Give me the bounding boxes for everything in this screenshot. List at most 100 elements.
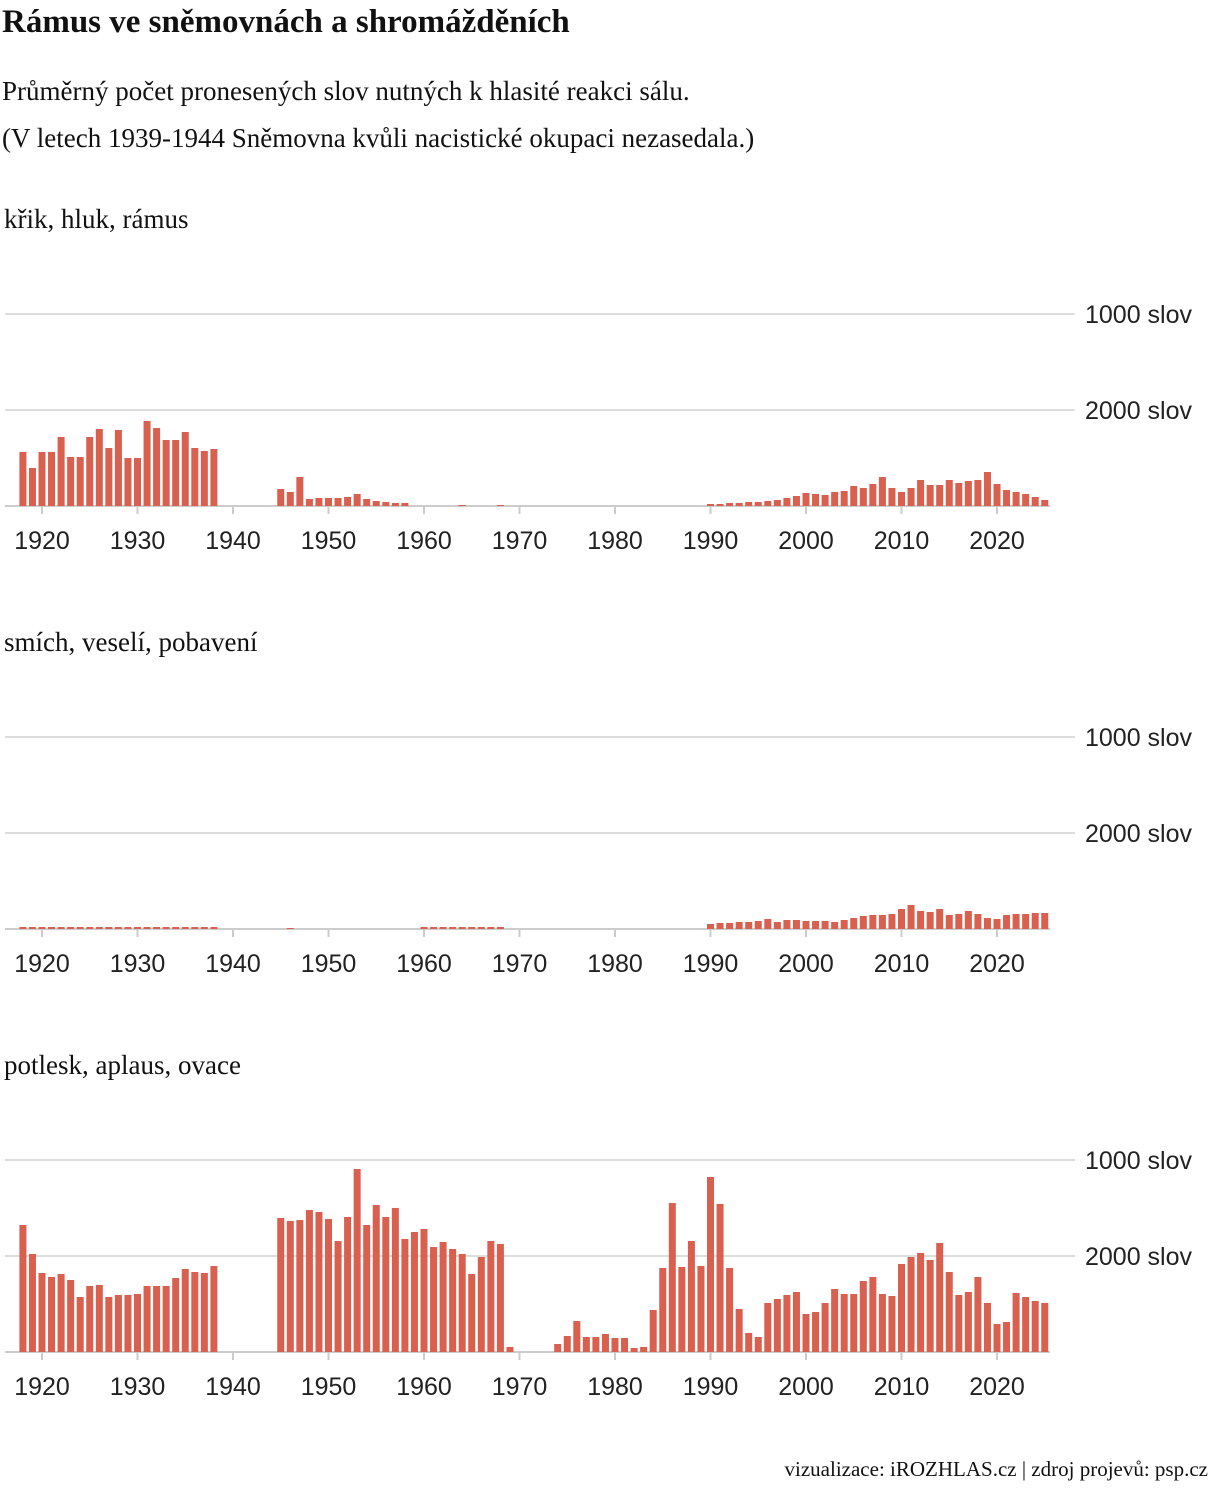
bar (19, 1225, 27, 1352)
bar (181, 1268, 189, 1352)
x-tick-label: 1950 (301, 1373, 357, 1401)
bar (391, 503, 399, 506)
bar (67, 1280, 75, 1352)
bar (496, 1244, 504, 1352)
bar (687, 1241, 695, 1352)
bar (726, 1268, 734, 1352)
panel-title: smích, veselí, pobavení (4, 627, 258, 657)
bar (420, 1229, 428, 1352)
bar (783, 498, 791, 506)
bar (477, 1256, 485, 1352)
bar (888, 488, 896, 506)
bar (649, 1309, 657, 1352)
bar (401, 1238, 409, 1352)
bar (458, 927, 466, 929)
bar (754, 921, 762, 929)
bar (344, 496, 352, 506)
bar (850, 1293, 858, 1352)
bar (19, 452, 27, 506)
bar (821, 1302, 829, 1352)
x-tick-label: 1920 (14, 1373, 70, 1401)
source: vizualizace: iROZHLAS.cz | zdroj projevů… (785, 1457, 1208, 1481)
bar (955, 1294, 963, 1352)
bar (1003, 914, 1011, 929)
bar (926, 1260, 934, 1352)
bar (506, 1347, 514, 1352)
bar (124, 458, 132, 506)
x-tick-label: 2020 (969, 1373, 1025, 1401)
bar (898, 491, 905, 506)
bar (67, 456, 75, 506)
bar (668, 1203, 676, 1352)
x-tick-label: 1990 (683, 1373, 739, 1401)
bar (735, 503, 743, 506)
bar (735, 922, 743, 929)
bar (439, 1241, 447, 1352)
x-tick-label: 1980 (587, 950, 643, 978)
bar (726, 923, 734, 929)
bar (353, 494, 361, 506)
bar (134, 927, 141, 929)
bar (773, 500, 781, 506)
bar (611, 1337, 619, 1352)
bar (974, 1277, 982, 1352)
bar (114, 927, 122, 929)
bar (334, 498, 342, 506)
bar (191, 447, 199, 506)
bar (850, 486, 858, 506)
x-tick-label: 1940 (205, 1373, 261, 1401)
bar (153, 927, 161, 929)
bar (28, 1253, 36, 1352)
bar (57, 1274, 65, 1352)
bar (325, 1219, 332, 1352)
bar (716, 504, 724, 506)
bar (783, 1294, 791, 1352)
x-tick-label: 1950 (301, 950, 357, 978)
bar (1031, 496, 1039, 506)
bar (334, 1241, 342, 1352)
bar (850, 918, 858, 929)
bar (1031, 1301, 1039, 1352)
bar (114, 429, 122, 506)
bar (831, 922, 839, 929)
bar (917, 1252, 925, 1352)
bar (754, 502, 762, 506)
bar (277, 488, 285, 506)
bar (802, 492, 810, 506)
bar (898, 909, 905, 929)
bar (468, 1274, 476, 1352)
bar (831, 1289, 839, 1352)
bar (315, 498, 323, 506)
bar (745, 922, 753, 929)
bar (487, 1241, 495, 1352)
x-tick-label: 1920 (14, 950, 70, 978)
bar (831, 491, 839, 506)
bar (888, 1296, 896, 1352)
bar (716, 1203, 724, 1352)
bar (869, 914, 877, 929)
bar (114, 1294, 122, 1352)
bar (907, 488, 915, 506)
bar (105, 447, 113, 506)
bar (601, 1334, 609, 1352)
bar (1012, 491, 1020, 506)
bar (773, 922, 781, 929)
x-tick-label: 1960 (396, 527, 452, 555)
bar (67, 927, 75, 929)
bar (468, 927, 476, 929)
bar (964, 481, 972, 506)
y-tick-label: 2000 slov (1085, 1243, 1193, 1271)
bar (993, 1323, 1001, 1352)
bar (382, 1216, 390, 1352)
y-tick-label: 1000 slov (1085, 1147, 1193, 1175)
bar (496, 927, 504, 929)
bar (172, 439, 180, 506)
bar (582, 1337, 590, 1352)
bar (707, 1176, 714, 1352)
bar (95, 429, 103, 506)
bar (449, 927, 457, 929)
bar (792, 496, 800, 506)
bar (76, 927, 84, 929)
bar (697, 1266, 705, 1352)
